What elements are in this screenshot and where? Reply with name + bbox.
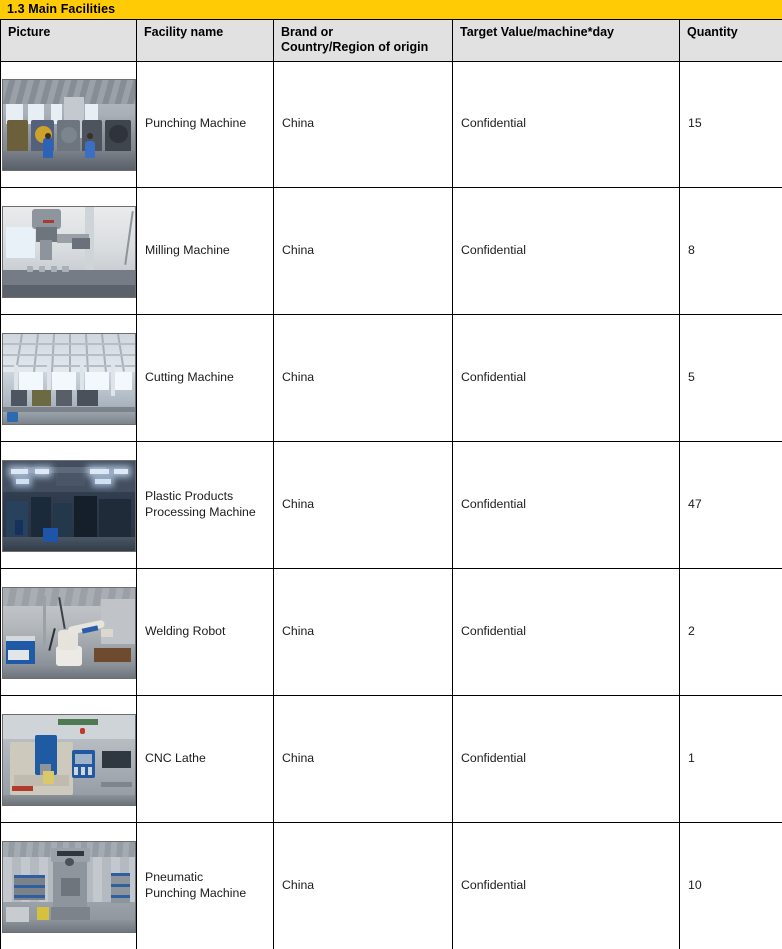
column-header-facility-name: Facility name [137,20,274,61]
quantity-cell: 5 [680,315,782,442]
target-value-cell: Confidential [453,315,680,442]
column-header-target-value: Target Value/machine*day [453,20,680,61]
table-header-row: Picture Facility name Brand or Country/R… [1,20,782,61]
quantity-cell: 1 [680,696,782,823]
cnc-lathe-photo [2,714,136,806]
table-row: Plastic Products Processing Machine Chin… [1,442,782,569]
facility-name-cell: Cutting Machine [137,315,274,442]
target-value-cell: Confidential [453,823,680,949]
pneumatic-punching-machine-photo [2,841,136,933]
facility-picture-cell [1,569,137,696]
table-row: Cutting Machine China Confidential 5 [1,315,782,442]
brand-origin-cell: China [274,188,453,315]
cutting-machine-workshop-photo [2,333,136,425]
facility-picture-cell [1,823,137,949]
quantity-cell: 2 [680,569,782,696]
quantity-cell: 10 [680,823,782,949]
brand-origin-cell: China [274,61,453,188]
column-header-brand-origin: Brand or Country/Region of origin [274,20,453,61]
facility-name-cell: CNC Lathe [137,696,274,823]
main-facilities-table: Picture Facility name Brand or Country/R… [0,20,782,949]
table-row: Pneumatic Punching Machine China Confide… [1,823,782,949]
target-value-cell: Confidential [453,442,680,569]
target-value-cell: Confidential [453,188,680,315]
facility-name-cell: Plastic Products Processing Machine [137,442,274,569]
table-row: CNC Lathe China Confidential 1 [1,696,782,823]
column-header-quantity: Quantity [680,20,782,61]
plastic-products-processing-machine-photo [2,460,136,552]
section-title: 1.3 Main Facilities [0,3,115,16]
punching-machine-workshop-photo [2,79,136,171]
table-row: Welding Robot China Confidential 2 [1,569,782,696]
facility-name-cell: Pneumatic Punching Machine [137,823,274,949]
brand-origin-cell: China [274,569,453,696]
target-value-cell: Confidential [453,696,680,823]
target-value-cell: Confidential [453,569,680,696]
milling-machine-photo [2,206,136,298]
facility-name-cell: Welding Robot [137,569,274,696]
facility-picture-cell [1,442,137,569]
brand-origin-cell: China [274,315,453,442]
table-row: Milling Machine China Confidential 8 [1,188,782,315]
facility-picture-cell [1,315,137,442]
welding-robot-photo [2,587,136,679]
brand-origin-cell: China [274,823,453,949]
facility-name-cell: Punching Machine [137,61,274,188]
table-row: Punching Machine China Confidential 15 [1,61,782,188]
quantity-cell: 47 [680,442,782,569]
target-value-cell: Confidential [453,61,680,188]
facility-picture-cell [1,61,137,188]
brand-origin-cell: China [274,696,453,823]
facility-picture-cell [1,696,137,823]
quantity-cell: 8 [680,188,782,315]
section-banner: 1.3 Main Facilities [0,0,782,20]
quantity-cell: 15 [680,61,782,188]
facility-name-cell: Milling Machine [137,188,274,315]
column-header-picture: Picture [1,20,137,61]
brand-origin-cell: China [274,442,453,569]
facility-picture-cell [1,188,137,315]
